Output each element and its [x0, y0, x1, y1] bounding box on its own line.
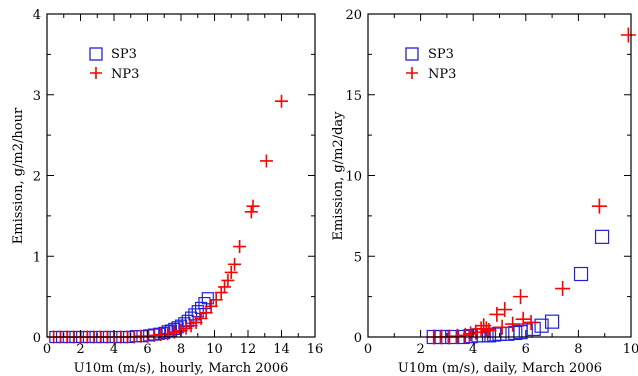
np3-point: [478, 321, 494, 337]
sp3-point: [188, 308, 201, 321]
sp3-point: [508, 325, 523, 341]
x-tick-label: 16: [307, 342, 324, 357]
np3-point: [147, 328, 161, 342]
chart-daily: 0 2 4 6 8 10 0 5 10 15 20 U10m (m/s), daily, March…: [331, 8, 638, 376]
np3-point: [209, 293, 223, 307]
sp3-point: [201, 292, 214, 305]
y-axis-label: Emission, g/m2/hour: [11, 107, 26, 244]
x-tick-label: 6: [522, 342, 530, 357]
y-tick-label: 1: [33, 250, 41, 265]
x-tick-label: 4: [469, 342, 477, 357]
np3-point: [591, 198, 607, 214]
np3-point: [228, 257, 242, 271]
y-tick-label: 15: [345, 89, 362, 104]
y-tick-label: 4: [33, 8, 41, 23]
y-tick-label: 3: [33, 89, 41, 104]
np3-point: [620, 27, 636, 43]
plot-frame: [367, 13, 632, 338]
legend-marker-square: [405, 47, 419, 61]
x-tick-label: 10: [623, 342, 638, 357]
x-tick-label: 0: [43, 342, 51, 357]
sp3-point: [534, 318, 549, 333]
np3-point: [161, 327, 175, 341]
y-tick-label: 20: [345, 8, 362, 23]
y-tick-label: 0: [33, 331, 41, 346]
plot-frame: [46, 13, 316, 338]
np3-point: [523, 314, 539, 330]
np3-point: [259, 154, 273, 168]
legend-marker-plus: [406, 67, 418, 79]
x-tick-label: 14: [273, 342, 290, 357]
x-tick-label: 0: [364, 342, 372, 357]
x-tick-label: 4: [110, 342, 118, 357]
y-tick-label: 2: [33, 170, 41, 185]
np3-point: [505, 316, 521, 332]
np3-point: [481, 323, 497, 339]
y-tick-label: 5: [354, 250, 362, 265]
x-tick-label: 6: [143, 342, 151, 357]
np3-point: [489, 306, 505, 322]
np3-point: [494, 319, 510, 335]
sp3-point: [544, 314, 560, 329]
tick-marks: [46, 13, 316, 338]
x-tick-label: 10: [206, 342, 223, 357]
np3-point: [154, 328, 168, 342]
np3-point: [515, 311, 531, 327]
tick-labels: 0 2 4 6 8 10 0 5 10 15 20: [345, 8, 638, 357]
np3-point: [224, 265, 238, 279]
np3-point: [275, 94, 288, 108]
x-tick-label: 2: [416, 342, 424, 357]
sp3-point: [594, 229, 610, 244]
legend-label-sp3: SP3: [111, 47, 137, 62]
np3-point: [218, 280, 232, 294]
legend: SP3 NP3: [405, 47, 456, 82]
sp3-point: [198, 296, 211, 310]
np3-point: [214, 286, 228, 300]
np3-point: [221, 273, 235, 287]
x-tick-label: 12: [240, 342, 257, 357]
np3-point: [449, 328, 465, 344]
legend-label-np3: NP3: [111, 67, 139, 82]
sp3-point: [191, 305, 204, 318]
np3-point: [246, 199, 260, 213]
x-tick-label: 8: [574, 342, 582, 357]
tick-marks: [367, 13, 632, 338]
sp3-point: [573, 266, 589, 282]
np3-point: [244, 205, 258, 219]
x-axis-label: U10m (m/s), hourly, March 2006: [74, 361, 289, 376]
np3-point: [497, 302, 513, 318]
y-tick-label: 0: [354, 331, 362, 346]
legend-label-np3: NP3: [428, 67, 456, 82]
y-tick-label: 10: [345, 170, 362, 185]
np3-point: [513, 289, 529, 305]
np3-point: [555, 281, 571, 297]
plot-area-points: [47, 94, 288, 344]
legend-label-sp3: SP3: [428, 47, 454, 62]
y-axis-label: Emission, g/m2/day: [331, 111, 346, 241]
plot-area-points: [426, 27, 636, 345]
legend-marker-plus: [90, 67, 102, 79]
legend: SP3 NP3: [89, 47, 139, 82]
np3-point: [233, 240, 247, 254]
x-tick-label: 8: [177, 342, 185, 357]
legend-marker-square: [89, 47, 103, 61]
x-tick-label: 2: [76, 342, 84, 357]
x-axis-label: U10m (m/s), daily, March 2006: [398, 361, 602, 376]
sp3-point: [158, 326, 171, 340]
